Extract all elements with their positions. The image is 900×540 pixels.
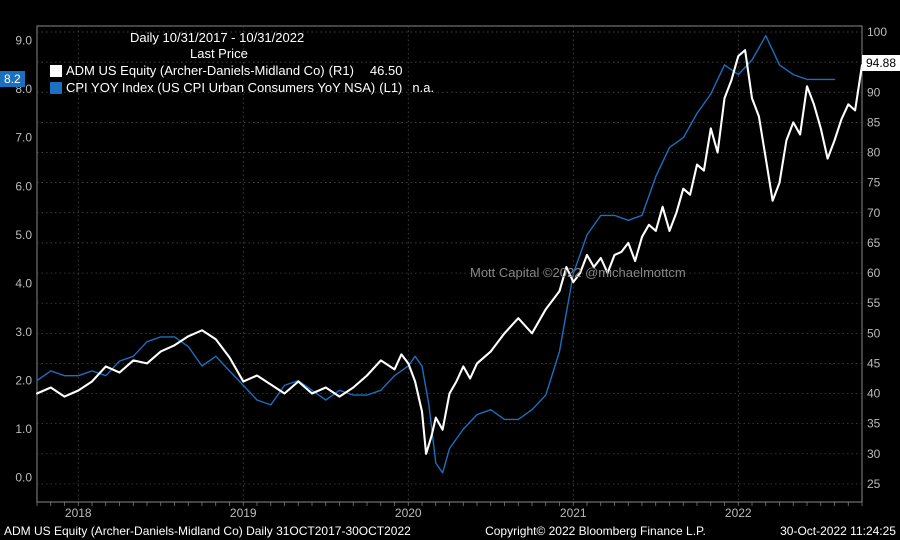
svg-text:40: 40 — [867, 387, 881, 401]
svg-text:6.0: 6.0 — [15, 179, 32, 193]
svg-text:60: 60 — [867, 266, 881, 280]
watermark: Mott Capital ©2022 @michaelmottcm — [470, 265, 686, 280]
right-axis-current-badge: 94.88 — [862, 55, 900, 71]
svg-text:45: 45 — [867, 356, 881, 370]
svg-text:9.0: 9.0 — [15, 34, 32, 48]
chart-header: Daily 10/31/2017 - 10/31/2022 Last Price… — [50, 30, 434, 96]
chart-title: Daily 10/31/2017 - 10/31/2022 — [50, 30, 434, 46]
svg-text:80: 80 — [867, 146, 881, 160]
chart-container: 2530354045505560657075808590951000.01.02… — [0, 0, 900, 540]
svg-text:100: 100 — [867, 25, 887, 39]
svg-text:1.0: 1.0 — [15, 422, 32, 436]
legend-label-cpi: CPI YOY Index (US CPI Urban Consumers Yo… — [66, 80, 375, 96]
svg-text:2021: 2021 — [560, 506, 587, 520]
svg-text:3.0: 3.0 — [15, 325, 32, 339]
svg-text:75: 75 — [867, 176, 881, 190]
legend-row-adm: ADM US Equity (Archer-Daniels-Midland Co… — [50, 63, 434, 79]
svg-text:25: 25 — [867, 477, 881, 491]
footer-right: 30-Oct-2022 11:24:25 — [780, 524, 896, 538]
svg-text:2020: 2020 — [395, 506, 422, 520]
svg-text:2022: 2022 — [725, 506, 752, 520]
footer-center: Copyright© 2022 Bloomberg Finance L.P. — [485, 524, 706, 538]
svg-text:2019: 2019 — [230, 506, 257, 520]
svg-text:90: 90 — [867, 85, 881, 99]
svg-text:7.0: 7.0 — [15, 131, 32, 145]
svg-text:85: 85 — [867, 115, 881, 129]
svg-text:5.0: 5.0 — [15, 228, 32, 242]
svg-text:50: 50 — [867, 326, 881, 340]
legend-swatch-cpi — [50, 82, 62, 94]
svg-text:2018: 2018 — [65, 506, 92, 520]
legend-row-cpi: CPI YOY Index (US CPI Urban Consumers Yo… — [50, 80, 434, 96]
svg-text:4.0: 4.0 — [15, 276, 32, 290]
svg-text:55: 55 — [867, 296, 881, 310]
legend-swatch-adm — [50, 65, 62, 77]
legend-axis-adm: (R1) — [329, 63, 354, 79]
legend-label-adm: ADM US Equity (Archer-Daniels-Midland Co… — [66, 63, 325, 79]
chart-subtitle: Last Price — [50, 46, 434, 62]
footer-left: ADM US Equity (Archer-Daniels-Midland Co… — [4, 524, 411, 538]
svg-text:0.0: 0.0 — [15, 471, 32, 485]
legend-value-adm: 46.50 — [370, 63, 403, 79]
footer-bar: ADM US Equity (Archer-Daniels-Midland Co… — [0, 522, 900, 540]
svg-text:35: 35 — [867, 417, 881, 431]
svg-text:70: 70 — [867, 206, 881, 220]
svg-text:2.0: 2.0 — [15, 374, 32, 388]
left-badge-value: 8.2 — [4, 72, 21, 86]
legend-axis-cpi: (L1) — [379, 80, 402, 96]
svg-text:30: 30 — [867, 447, 881, 461]
legend-value-cpi: n.a. — [412, 80, 434, 96]
right-badge-value: 94.88 — [866, 56, 896, 70]
svg-text:65: 65 — [867, 236, 881, 250]
left-axis-current-badge: 8.2 — [0, 71, 25, 87]
